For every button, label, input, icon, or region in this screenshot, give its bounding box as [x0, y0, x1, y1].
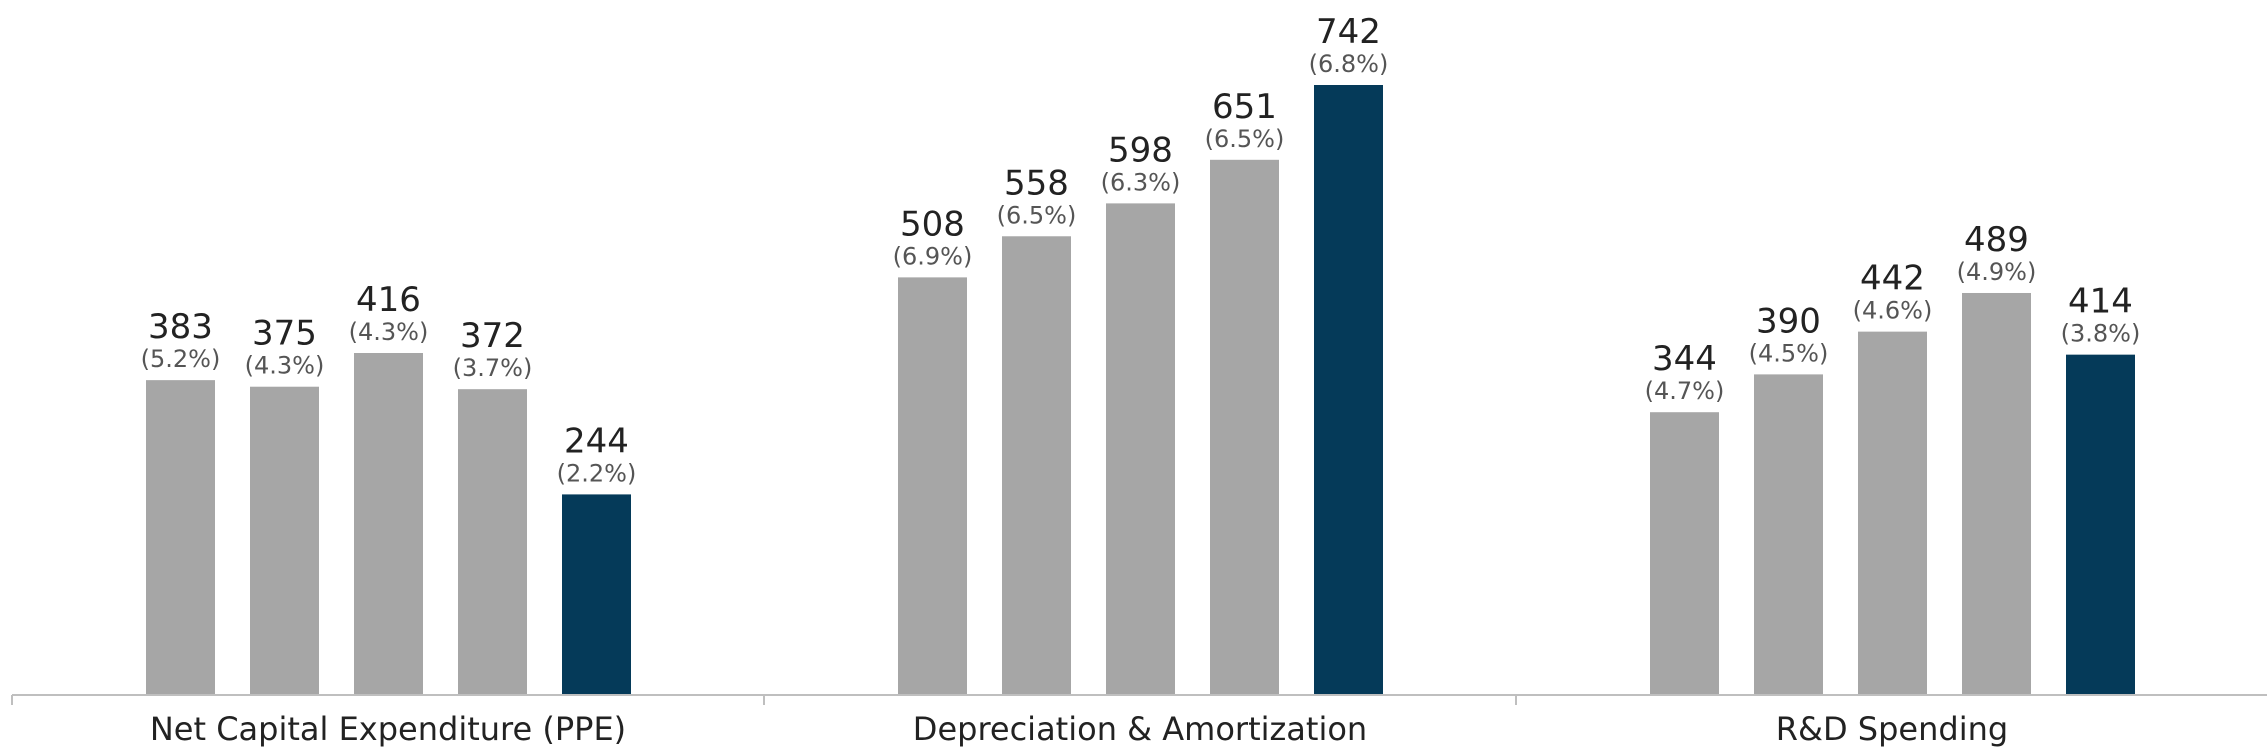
value-label: 598	[1108, 130, 1173, 170]
percent-label: (6.8%)	[1309, 50, 1389, 78]
percent-label: (6.5%)	[1205, 125, 1285, 153]
bar-1-2	[250, 386, 319, 695]
bar-2-2	[1002, 236, 1071, 695]
category-label: Net Capital Expenditure (PPE)	[150, 710, 626, 748]
value-label: 508	[900, 204, 965, 244]
percent-label: (4.9%)	[1957, 258, 2037, 286]
bar-2-5	[1314, 85, 1383, 695]
percent-label: (4.7%)	[1645, 377, 1725, 405]
value-label: 375	[252, 314, 317, 354]
value-label: 489	[1964, 220, 2029, 260]
percent-label: (2.2%)	[557, 459, 637, 487]
percent-label: (6.3%)	[1101, 168, 1181, 196]
bar-3-3	[1858, 331, 1927, 695]
category-label: R&D Spending	[1776, 710, 2008, 748]
percent-label: (4.3%)	[245, 352, 325, 380]
percent-label: (3.8%)	[2061, 320, 2141, 348]
bar-3-2	[1754, 374, 1823, 695]
bars-layer	[146, 85, 2135, 695]
percent-label: (4.6%)	[1853, 297, 1933, 325]
value-label: 244	[564, 421, 629, 461]
percent-label: (6.5%)	[997, 201, 1077, 229]
labels-layer: 383(5.2%)375(4.3%)416(4.3%) 372(3.7%)244(…	[141, 12, 2141, 487]
value-label: 558	[1004, 163, 1069, 203]
category-label: Depreciation & Amortization	[913, 710, 1367, 748]
value-label: 344	[1652, 339, 1717, 379]
bar-3-4	[1962, 292, 2031, 695]
bar-3-5	[2066, 354, 2135, 695]
bar-1-3	[354, 353, 423, 695]
value-label: 414	[2068, 282, 2133, 322]
percent-label: (5.2%)	[141, 345, 221, 373]
bar-2-1	[898, 277, 967, 695]
percent-label: (4.5%)	[1749, 339, 1829, 367]
value-label: 442	[1860, 259, 1925, 299]
value-label: 372	[460, 316, 525, 356]
x-axis: Net Capital Expenditure (PPE) Depreciatio…	[11, 694, 2267, 748]
value-label: 416	[356, 280, 421, 320]
bar-1-4	[458, 389, 527, 695]
percent-label: (4.3%)	[349, 318, 429, 346]
bar-2-3	[1106, 203, 1175, 695]
value-label: 383	[148, 307, 213, 347]
percent-label: (6.9%)	[893, 242, 973, 270]
bar-1-5	[562, 494, 631, 695]
value-label: 390	[1756, 301, 1821, 341]
bar-2-4	[1210, 159, 1279, 695]
value-label: 651	[1212, 87, 1277, 127]
value-label: 742	[1316, 12, 1381, 52]
percent-label: (3.7%)	[453, 354, 533, 382]
bar-3-1	[1650, 412, 1719, 695]
bar-1-1	[146, 380, 215, 695]
